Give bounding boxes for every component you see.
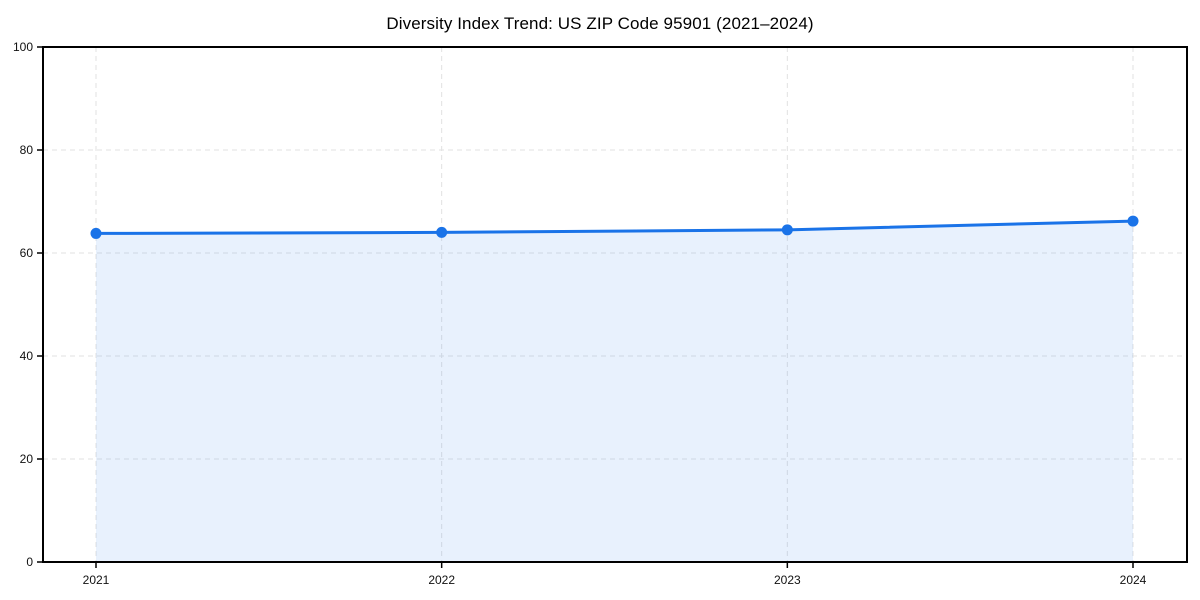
data-point	[436, 226, 448, 238]
y-tick-label: 60	[20, 246, 34, 260]
y-tick-label: 80	[20, 143, 34, 157]
x-tick-label: 2024	[1120, 573, 1147, 587]
y-tick-label: 0	[26, 555, 33, 569]
y-tick-label: 20	[20, 452, 34, 466]
chart-title: Diversity Index Trend: US ZIP Code 95901…	[386, 14, 814, 33]
x-tick-label: 2021	[83, 573, 110, 587]
area-fill	[96, 221, 1133, 562]
data-point	[90, 227, 102, 239]
y-tick-label: 40	[20, 349, 34, 363]
plot-frame	[42, 46, 1188, 563]
x-tick-label: 2023	[774, 573, 801, 587]
series-line	[94, 219, 1135, 235]
data-point	[781, 224, 793, 236]
data-point	[1127, 215, 1139, 227]
y-tick-label: 100	[13, 40, 33, 54]
x-tick-label: 2022	[428, 573, 455, 587]
